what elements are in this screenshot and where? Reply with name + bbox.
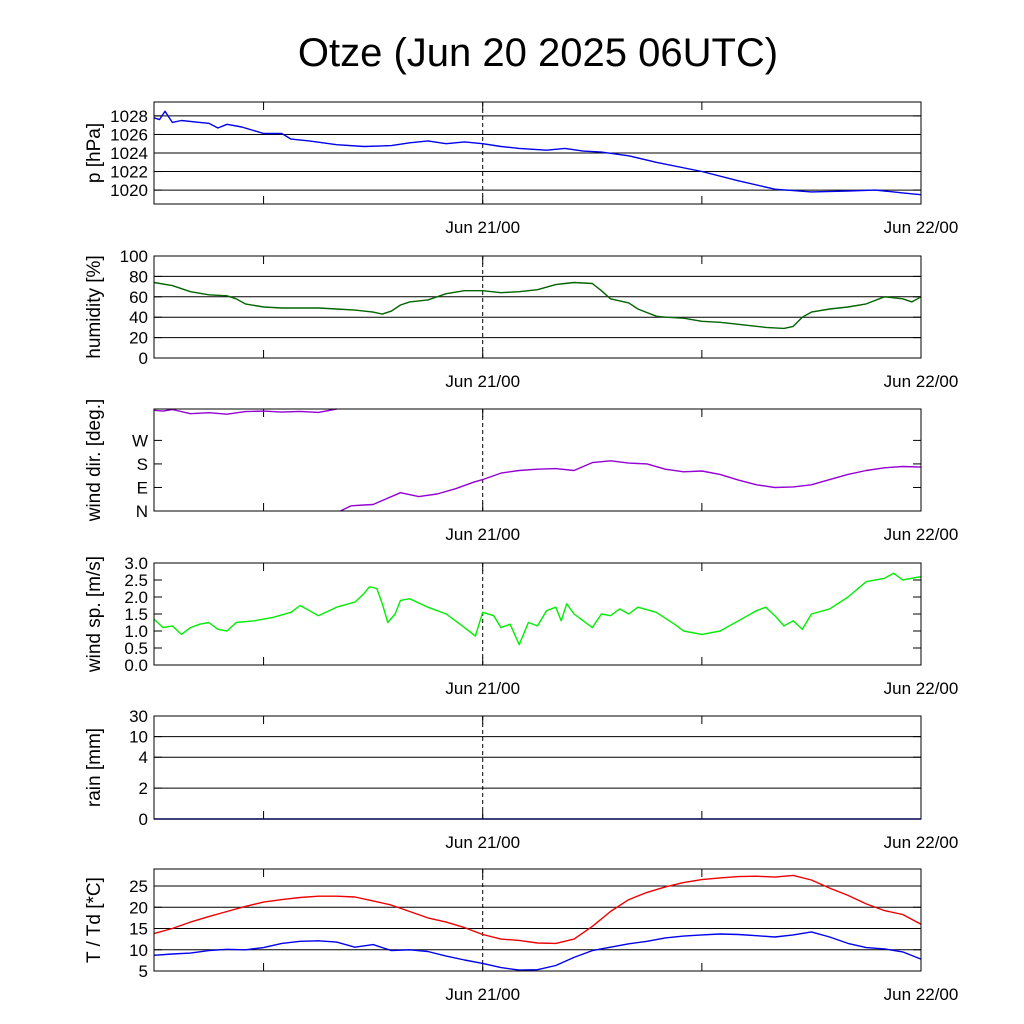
ylabel: humidity [%] [84, 255, 105, 358]
xtick-label: Jun 22/00 [884, 525, 959, 544]
ylabel: wind dir. [deg.] [84, 399, 105, 523]
ytick-label: 0 [139, 349, 148, 368]
ytick-label: 0 [139, 810, 148, 829]
ytick-label: 10 [129, 941, 148, 960]
ytick-label: W [132, 431, 148, 450]
ytick-label: 1022 [110, 163, 148, 182]
xtick-label: Jun 21/00 [445, 985, 520, 1004]
xtick-label: Jun 22/00 [884, 985, 959, 1004]
series-line-1 [153, 281, 922, 330]
xtick-label: Jun 22/00 [884, 372, 959, 391]
panel-frame [153, 715, 922, 820]
ylabel: p [hPa] [84, 123, 105, 183]
ytick-label: 5 [139, 962, 148, 981]
series-line-2 [153, 931, 922, 971]
xtick-label: Jun 21/00 [445, 833, 520, 852]
ytick-label: 25 [129, 877, 148, 896]
xtick-label: Jun 22/00 [884, 679, 959, 698]
series-line-1 [153, 110, 922, 196]
panel-frame [153, 562, 922, 666]
panel-frame [153, 868, 922, 972]
ytick-label: 4 [139, 748, 148, 767]
ytick-label: 1024 [110, 144, 148, 163]
xtick-label: Jun 22/00 [884, 218, 959, 237]
ytick-label: S [137, 455, 148, 474]
series-line-1 [153, 572, 922, 646]
ytick-label: 2 [139, 779, 148, 798]
ytick-label: 1.0 [124, 622, 148, 641]
ytick-label: E [137, 478, 148, 497]
series-line-2 [339, 460, 922, 512]
ytick-label: 0.0 [124, 656, 148, 675]
series-line-1 [153, 874, 922, 945]
panel-frame [153, 101, 922, 205]
ytick-label: 10 [129, 728, 148, 747]
panel-6: 5 10 15 20 25 Jun 21/00 Jun 22/00 T / Td [*C] [84, 868, 959, 1004]
ytick-label: 1020 [110, 181, 148, 200]
ytick-label: 40 [129, 308, 148, 327]
ytick-label: 20 [129, 898, 148, 917]
ytick-label: 1026 [110, 125, 148, 144]
ytick-label: 3.0 [124, 554, 148, 573]
ylabel: rain [mm] [84, 728, 105, 807]
panel-frame [153, 255, 922, 359]
ytick-label: 20 [129, 329, 148, 348]
ytick-label: N [136, 502, 148, 521]
ytick-label: 15 [129, 920, 148, 939]
ytick-label: 80 [129, 267, 148, 286]
ylabel: wind sp. [m/s] [84, 556, 105, 673]
xtick-label: Jun 21/00 [445, 525, 520, 544]
ytick-label: 60 [129, 288, 148, 307]
chart-title: Otze (Jun 20 2025 06UTC) [298, 31, 778, 75]
xtick-label: Jun 21/00 [445, 372, 520, 391]
xtick-label: Jun 21/00 [445, 218, 520, 237]
xtick-label: Jun 21/00 [445, 679, 520, 698]
ytick-label: 2.0 [124, 588, 148, 607]
xtick-label: Jun 22/00 [884, 833, 959, 852]
panel-5: 0 2 410 30 Jun 21/00 Jun 22/00 rain [mm] [84, 707, 958, 852]
ytick-label: 100 [120, 247, 148, 266]
ytick-label: 0.5 [124, 639, 148, 658]
ylabel: T / Td [*C] [84, 877, 105, 963]
series-line-1 [153, 408, 337, 415]
ytick-label: 30 [129, 707, 148, 726]
ytick-label: 1.5 [124, 605, 148, 624]
panel-frame [153, 408, 922, 512]
ytick-label: 1028 [110, 107, 148, 126]
ytick-label: 2.5 [124, 571, 148, 590]
panel-4: 0.00.51.01.52.02.53.0 Jun 21/00 Jun 22/00 w… [84, 554, 958, 698]
